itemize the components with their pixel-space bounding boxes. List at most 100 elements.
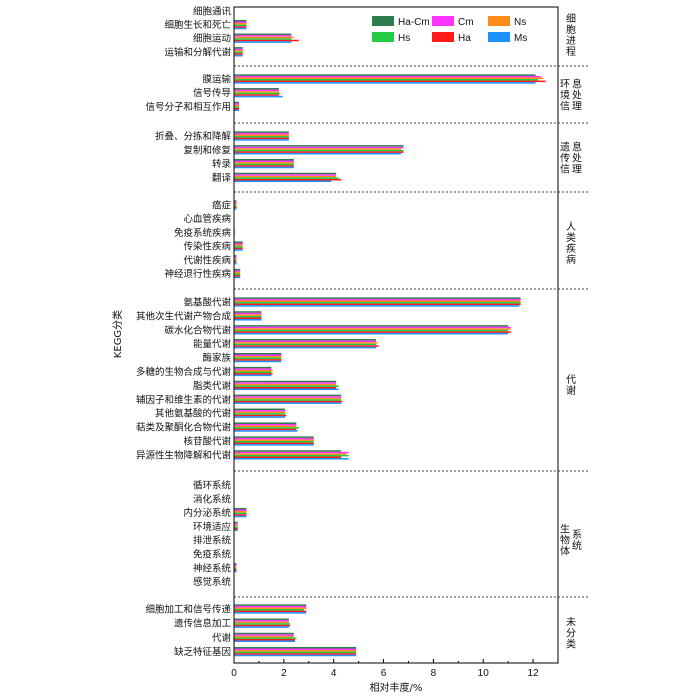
- bar-ha: [234, 638, 296, 641]
- category-label: 神经系统: [193, 562, 232, 574]
- bar-hs: [234, 371, 272, 374]
- bar-ns: [234, 650, 357, 652]
- category-label: 复制和修复: [183, 144, 231, 156]
- bar-hs: [234, 273, 241, 276]
- legend-label: Ha: [458, 33, 471, 44]
- bar-ha: [234, 624, 291, 627]
- category-label: 多糖的生物合成与代谢: [136, 366, 232, 378]
- bar-ns: [234, 566, 237, 568]
- bar-hs: [234, 149, 404, 152]
- bar-ms: [234, 82, 536, 84]
- category-label: 免疫系统: [193, 549, 232, 561]
- bar-ha-cm: [234, 618, 289, 621]
- legend-label: Cm: [458, 17, 474, 28]
- bar-cm: [234, 368, 272, 370]
- bar-cm: [234, 75, 541, 78]
- bar-ns: [234, 397, 342, 400]
- category-label: 细胞加工和信号传递: [145, 604, 231, 616]
- bar-ha-cm: [234, 74, 536, 76]
- bar-ha-cm: [234, 200, 237, 202]
- bar-ha-cm: [234, 325, 509, 327]
- bar-ha-cm: [234, 339, 377, 341]
- bar-ha: [234, 39, 299, 42]
- bar-ns: [234, 524, 238, 527]
- bar-hs: [234, 92, 281, 95]
- bar-ms: [234, 529, 238, 532]
- bar-ha: [234, 653, 357, 655]
- category-label: 信号传导: [193, 87, 231, 99]
- bar-hs: [234, 329, 509, 332]
- bar-ns: [234, 453, 347, 455]
- bar-ha: [234, 94, 279, 96]
- legend: Ha-Cm Cm Ns Hs Ha Ms: [372, 16, 527, 44]
- x-axis-title: 相对丰度/%: [370, 681, 423, 694]
- bar-ha: [234, 247, 243, 250]
- bar-ms: [234, 276, 241, 279]
- bar-ha-cm: [234, 604, 307, 606]
- bar-ms: [234, 346, 377, 349]
- bar-ns: [234, 425, 297, 428]
- bar-ha: [234, 303, 521, 306]
- bar-hs: [234, 177, 339, 179]
- bar-ha: [234, 137, 289, 140]
- plot-frame: [233, 6, 559, 664]
- bar-ms: [234, 374, 272, 377]
- bar-hs: [234, 343, 377, 346]
- category-label: 内分泌系统: [183, 507, 231, 519]
- bar-cm: [234, 620, 289, 622]
- group-label: 人类疾病: [566, 221, 576, 266]
- bar-cm: [234, 160, 294, 163]
- bar-cm: [234, 410, 286, 412]
- bar-ns: [234, 439, 314, 441]
- bar-cm: [234, 298, 521, 301]
- bar-ms: [234, 166, 294, 169]
- bar-hs: [234, 623, 291, 625]
- bar-ms: [234, 654, 357, 657]
- bar-ns: [234, 258, 237, 260]
- bar-ns: [234, 271, 241, 274]
- bar-ms: [234, 180, 332, 183]
- bar-hs: [234, 399, 342, 401]
- category-label: 核苷酸代谢: [183, 436, 231, 448]
- bar-ns: [234, 621, 289, 624]
- bar-cm: [234, 523, 238, 525]
- bar-ns: [234, 328, 511, 330]
- category-label: 心血管疾病: [183, 213, 231, 225]
- bar-hs: [234, 427, 299, 429]
- bar-ha-cm: [234, 632, 294, 635]
- bar-ms: [234, 360, 282, 363]
- y-axis-title: KEGG分类: [111, 310, 124, 358]
- category-label: 感觉系统: [193, 576, 232, 588]
- category-label: 消化系统: [193, 493, 232, 505]
- bar-ha: [234, 80, 546, 83]
- bar-ha: [234, 26, 247, 28]
- group-dividers: [234, 65, 588, 598]
- category-label: 代谢: [212, 632, 232, 644]
- bar-cm: [234, 648, 357, 651]
- bar-ha: [234, 261, 237, 263]
- bar-cm: [234, 243, 243, 245]
- category-label: 能量代谢: [193, 338, 232, 350]
- bar-hs: [234, 526, 238, 528]
- category-label: 折叠、分拣和降解: [155, 131, 232, 143]
- bar-ha-cm: [234, 436, 314, 438]
- bar-ha-cm: [234, 297, 521, 299]
- bar-ms: [234, 152, 401, 155]
- bar-ms: [234, 208, 237, 210]
- group-label: 环境信息处理: [560, 77, 582, 112]
- bar-hs: [234, 38, 292, 40]
- bar-hs: [234, 205, 237, 207]
- x-tick-label: 8: [431, 668, 437, 679]
- bar-ns: [234, 134, 289, 136]
- bar-ns: [234, 356, 282, 358]
- bar-cm: [234, 132, 289, 135]
- bar-ha: [234, 400, 343, 403]
- category-label: 免疫系统疾病: [174, 227, 232, 239]
- bar-ha-cm: [234, 646, 357, 649]
- bar-ha: [234, 428, 297, 431]
- bar-ha-cm: [234, 563, 237, 565]
- bar-cm: [234, 509, 247, 512]
- bar-ha: [234, 107, 239, 110]
